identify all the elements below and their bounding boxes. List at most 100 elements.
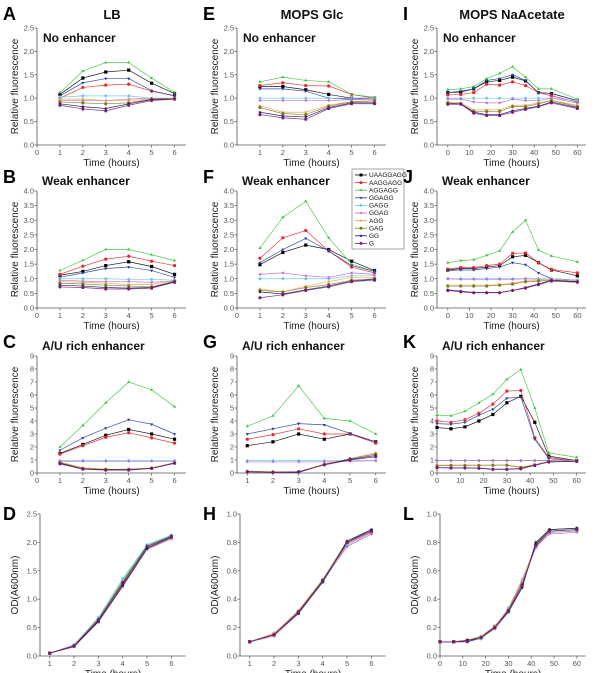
y-tick-label: 1 [230, 456, 234, 465]
data-point [271, 413, 275, 417]
data-point [449, 413, 453, 417]
series-line [59, 462, 175, 471]
y-tick-label: 1.5 [24, 70, 34, 79]
y-tick-label: 1.0 [427, 510, 437, 519]
data-point [510, 105, 515, 109]
series-ggagg [438, 528, 579, 644]
data-point [374, 440, 378, 444]
data-point [327, 84, 331, 88]
series-g [58, 97, 177, 113]
data-point [510, 97, 514, 101]
data-point [245, 458, 250, 463]
y-tick-label: 0 [430, 469, 434, 478]
series-aaggagg [58, 82, 177, 100]
data-point [435, 465, 439, 470]
series-agg [48, 536, 174, 655]
data-point [575, 97, 579, 101]
y-tick-label: 0.2 [227, 623, 237, 632]
series-ggagg [58, 418, 177, 453]
x-tick-label: 3 [304, 148, 308, 157]
data-point [303, 98, 307, 103]
y-tick-label: 2.0 [24, 245, 34, 254]
data-point [81, 285, 85, 290]
data-point [81, 444, 85, 448]
panel-j: J Weak enhancer 0.0 0.5 1.0 1.5 2.0 2.5 3.0 3.5 4.… [403, 167, 586, 332]
data-point [446, 269, 450, 273]
y-tick-label: 3 [430, 430, 434, 439]
y-axis-label: Relative fluorescence [210, 201, 221, 297]
y-tick-label: 3.0 [24, 216, 34, 225]
y-tick-label: 3.0 [424, 216, 434, 225]
data-point [505, 401, 509, 405]
x-tick-label: 5 [150, 311, 154, 320]
y-tick-label: 0.0 [424, 304, 434, 313]
y-axis-label: OD(A600nm) [210, 556, 221, 615]
series-line [447, 254, 578, 277]
series-ggag [438, 530, 578, 644]
series-ggagg [58, 77, 177, 98]
data-point [150, 81, 154, 85]
data-point [536, 91, 541, 95]
data-point [348, 419, 352, 422]
data-point [472, 87, 476, 91]
data-point [575, 259, 579, 263]
data-point [372, 273, 377, 278]
legend-marker [359, 234, 363, 238]
x-axis-label: Time (hours) [83, 158, 139, 169]
series-line [259, 82, 375, 99]
x-tick-label: 2 [281, 148, 285, 157]
x-tick-label: 3 [297, 476, 301, 485]
data-point [485, 76, 489, 80]
data-point [518, 459, 522, 463]
data-point [104, 83, 108, 87]
data-point [472, 90, 476, 95]
x-tick-label: 4 [127, 476, 131, 485]
series-line [259, 98, 375, 101]
series-line [59, 97, 175, 105]
data-point [322, 458, 327, 463]
y-axis-label: Relative fluorescence [410, 38, 421, 134]
series-g [58, 280, 177, 291]
y-tick-label: 4.0 [424, 187, 434, 196]
data-point [471, 284, 476, 288]
y-tick-label: 0.5 [424, 289, 434, 298]
legend-item: GAG [355, 225, 383, 232]
data-point [104, 435, 108, 439]
data-point [485, 263, 489, 268]
series-line [440, 529, 577, 643]
data-point [374, 432, 378, 435]
series-line [447, 74, 578, 101]
data-point [281, 250, 285, 255]
series-agg [439, 528, 579, 644]
y-tick-label: 4.0 [24, 187, 34, 196]
data-point [459, 92, 463, 97]
data-point [523, 107, 528, 111]
data-point [120, 576, 125, 581]
series-gg [58, 279, 177, 290]
data-point [575, 274, 579, 278]
legend-label: AGG [369, 218, 383, 225]
data-point [477, 463, 481, 468]
data-point [369, 532, 373, 536]
x-tick-label: 0 [35, 311, 39, 320]
x-tick-label: 5 [350, 148, 354, 157]
y-tick-label: 8 [230, 365, 234, 374]
data-point [127, 68, 131, 72]
data-point [281, 75, 285, 79]
data-point [126, 94, 131, 98]
legend-item: AGGAGG [355, 187, 398, 194]
series-gagg [58, 276, 177, 283]
panel-g: G A/U rich enhancer 0 1 2 3 4 5 6 7 8 9 1 2 3 4 5 6 Time (… [203, 332, 386, 497]
data-point [126, 287, 131, 291]
data-point [104, 109, 108, 113]
y-axis-label: Relative fluorescence [410, 366, 421, 462]
data-point [322, 437, 326, 441]
data-point [523, 286, 528, 290]
series-gg [258, 277, 377, 296]
series-line [437, 460, 577, 462]
series-line [59, 381, 175, 448]
data-point [463, 459, 466, 463]
data-point [519, 396, 523, 399]
data-point [510, 261, 515, 265]
